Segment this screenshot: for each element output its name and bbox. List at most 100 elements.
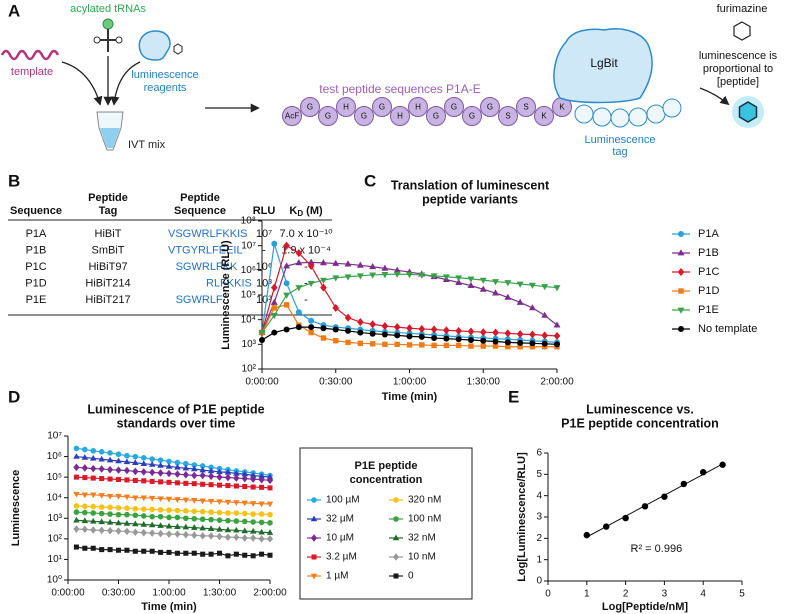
table-cell: HiBiT97 bbox=[88, 261, 127, 273]
data-point bbox=[98, 465, 105, 473]
data-point bbox=[431, 342, 437, 349]
data-point bbox=[149, 468, 156, 477]
data-point bbox=[266, 501, 274, 508]
data-point bbox=[283, 280, 290, 287]
data-point bbox=[149, 506, 155, 513]
data-point bbox=[208, 516, 214, 523]
data-point bbox=[283, 292, 291, 299]
data-point bbox=[492, 289, 499, 296]
data-point bbox=[98, 510, 105, 517]
table-cell: P1A bbox=[26, 228, 47, 240]
data-point bbox=[140, 468, 147, 476]
data-point bbox=[381, 322, 389, 331]
readout-label: proportional to bbox=[703, 63, 773, 75]
data-point bbox=[492, 343, 499, 349]
data-point bbox=[183, 508, 189, 514]
data-point bbox=[233, 510, 240, 516]
data-point bbox=[106, 493, 114, 500]
y-tick-label: 10⁴ bbox=[241, 314, 256, 325]
legend-marker bbox=[310, 515, 318, 522]
data-point bbox=[174, 514, 181, 521]
data-point bbox=[183, 480, 189, 486]
legend-label: 10 nM bbox=[408, 552, 436, 563]
panel-label: C bbox=[364, 171, 376, 190]
data-point bbox=[393, 271, 401, 278]
data-point bbox=[541, 331, 549, 340]
x-tick-label: 1:00:00 bbox=[152, 588, 186, 599]
x-axis-title: Log[Peptide/nM] bbox=[602, 601, 688, 613]
y-tick-label: 10⁰ bbox=[47, 575, 62, 586]
x-axis-title: Time (min) bbox=[141, 601, 197, 613]
y-tick-label: 10¹ bbox=[48, 554, 63, 565]
data-point bbox=[270, 312, 278, 320]
y-tick-label: 1 bbox=[536, 554, 542, 565]
y-axis-title: Luminescence bbox=[10, 470, 22, 546]
table-cell: SmBiT bbox=[92, 244, 125, 256]
table-cell: 1.9 x 10⁻⁴ bbox=[281, 244, 331, 256]
data-point bbox=[183, 550, 189, 556]
arrow bbox=[61, 61, 103, 106]
data-point bbox=[157, 469, 164, 477]
legend-marker bbox=[392, 553, 400, 561]
readout-label: [peptide] bbox=[717, 76, 759, 88]
data-point bbox=[249, 527, 257, 534]
series-line bbox=[76, 493, 271, 505]
data-point bbox=[249, 472, 257, 478]
data-point bbox=[115, 451, 122, 458]
data-point bbox=[250, 475, 257, 483]
legend-marker bbox=[678, 326, 684, 332]
data-point bbox=[241, 518, 248, 525]
data-point bbox=[81, 517, 89, 524]
peptide-residue bbox=[426, 106, 446, 126]
data-point bbox=[90, 526, 97, 534]
trna-label: acylated tRNAs bbox=[70, 3, 146, 15]
data-point bbox=[394, 332, 401, 339]
residue-label: G bbox=[469, 112, 475, 121]
data-point bbox=[141, 478, 147, 484]
data-point bbox=[455, 278, 463, 285]
data-point bbox=[320, 325, 327, 332]
data-point bbox=[307, 261, 315, 271]
table-cell: HiBiT214 bbox=[85, 277, 130, 289]
data-point bbox=[233, 533, 240, 542]
data-point bbox=[166, 479, 172, 485]
data-point bbox=[148, 461, 156, 467]
trna-loop bbox=[93, 36, 101, 44]
peptide-residue bbox=[498, 106, 518, 126]
chart-title: standards over time bbox=[117, 416, 236, 430]
peptide-residue bbox=[534, 106, 554, 126]
data-point bbox=[603, 523, 610, 530]
table-header: Peptide bbox=[88, 192, 128, 204]
data-point bbox=[216, 509, 223, 516]
legend-label: 100 nM bbox=[408, 514, 441, 525]
legend-label: P1B bbox=[698, 247, 719, 259]
data-point bbox=[480, 337, 487, 344]
header-part: K bbox=[289, 205, 297, 217]
data-point bbox=[140, 460, 147, 466]
data-point bbox=[157, 496, 164, 503]
data-point bbox=[98, 493, 105, 499]
peptide-residue bbox=[444, 97, 464, 117]
data-point bbox=[250, 484, 256, 490]
data-point bbox=[406, 324, 413, 333]
data-point bbox=[430, 273, 438, 280]
data-point bbox=[124, 452, 130, 459]
reagents-label: reagents bbox=[144, 82, 187, 94]
y-tick-label: 10⁵ bbox=[47, 472, 62, 483]
data-point bbox=[82, 446, 88, 453]
table-cell: P1B bbox=[26, 244, 47, 256]
data-point bbox=[369, 330, 376, 337]
y-tick-label: 2 bbox=[536, 533, 542, 544]
data-point bbox=[140, 528, 147, 537]
data-point bbox=[241, 500, 248, 507]
data-point bbox=[165, 496, 173, 503]
peptide-residue bbox=[300, 97, 320, 117]
data-point bbox=[700, 469, 707, 476]
table-header: Peptide bbox=[180, 192, 220, 204]
x-tick-label: 0:30:00 bbox=[102, 588, 136, 599]
data-point bbox=[174, 459, 181, 466]
tag-residue bbox=[662, 98, 682, 118]
data-point bbox=[106, 456, 114, 463]
data-point bbox=[149, 456, 155, 462]
